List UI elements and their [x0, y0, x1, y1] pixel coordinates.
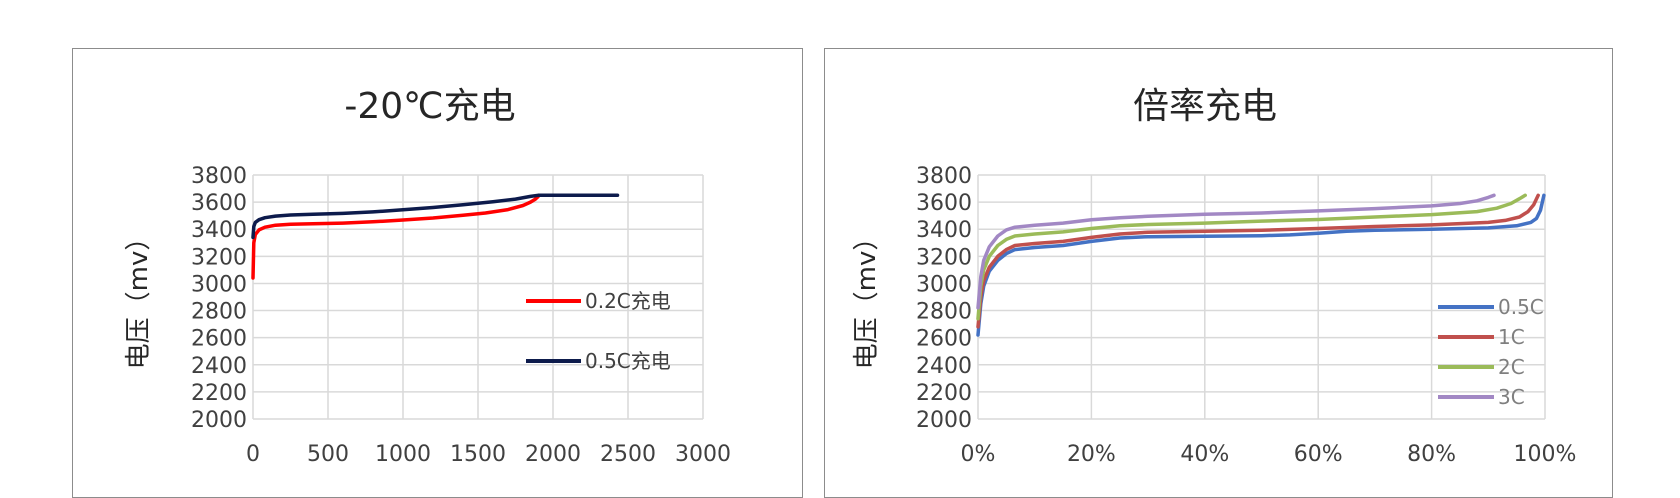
y-tick-label: 2200: [191, 381, 247, 406]
y-tick-label: 2400: [916, 354, 972, 379]
x-tick-label: 0%: [961, 442, 996, 467]
chart-panel-low-temperature: -20℃充电 3800 3600 3400 3200 3000 2800 2600 2400 22…: [72, 48, 803, 498]
y-tick-label: 2600: [916, 327, 972, 352]
x-tick-label: 1000: [375, 442, 431, 467]
x-tick-label: 1500: [450, 442, 506, 467]
legend-label: 2C: [1498, 355, 1525, 379]
chart-title: -20℃充电: [344, 86, 515, 127]
series-line: [976, 193, 1527, 321]
chart-panel-rate-charge: 倍率充电 3800 3600 3400 3200 3000 2800 2600 2400 2200…: [824, 48, 1613, 498]
x-tick-label: 100%: [1514, 442, 1577, 467]
x-tick-label: 0: [246, 442, 260, 467]
legend-label: 0.5C: [1498, 295, 1544, 319]
y-tick-label: 3600: [191, 191, 247, 216]
y-tick-label: 3400: [191, 218, 247, 243]
chart-low-temperature: -20℃充电3800360034003200300028002600240022…: [124, 86, 731, 467]
y-tick-label: 2800: [916, 300, 972, 325]
y-tick-label: 2400: [191, 354, 247, 379]
legend-label: 0.2C充电: [585, 289, 671, 313]
chart-title: 倍率充电: [1133, 86, 1277, 127]
legend-label: 3C: [1498, 385, 1525, 409]
x-tick-label: 20%: [1067, 442, 1116, 467]
y-axis-label: 电压（mv）: [852, 225, 882, 370]
y-tick-label: 2200: [916, 381, 972, 406]
series-line: [976, 193, 1540, 329]
y-tick-label: 3400: [916, 218, 972, 243]
y-tick-label: 3800: [191, 164, 247, 189]
y-tick-label: 3600: [916, 191, 972, 216]
x-tick-label: 3000: [675, 442, 731, 467]
y-tick-label: 2600: [191, 327, 247, 352]
y-tick-label: 2800: [191, 300, 247, 325]
series-line: [976, 193, 1546, 337]
x-tick-label: 2500: [600, 442, 656, 467]
y-tick-label: 3000: [916, 272, 972, 297]
x-tick-label: 500: [307, 442, 349, 467]
x-tick-label: 2000: [525, 442, 581, 467]
y-tick-label: 3800: [916, 164, 972, 189]
x-tick-label: 80%: [1407, 442, 1456, 467]
y-axis-label: 电压（mv）: [124, 225, 154, 370]
series-line: [251, 193, 620, 240]
series-line: [976, 193, 1496, 310]
x-tick-label: 40%: [1180, 442, 1229, 467]
legend-label: 0.5C充电: [585, 349, 671, 373]
y-tick-label: 3200: [191, 245, 247, 270]
series-line: [251, 194, 540, 280]
x-tick-label: 60%: [1294, 442, 1343, 467]
y-tick-label: 3200: [916, 245, 972, 270]
legend-label: 1C: [1498, 325, 1525, 349]
y-tick-label: 3000: [191, 272, 247, 297]
y-tick-label: 2000: [191, 408, 247, 433]
y-tick-label: 2000: [916, 408, 972, 433]
